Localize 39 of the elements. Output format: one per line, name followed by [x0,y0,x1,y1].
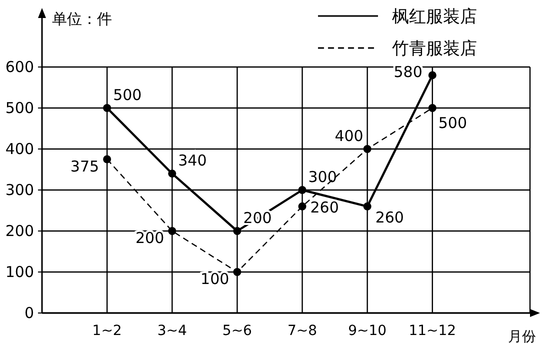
data-label: 340 [178,152,207,170]
data-label: 200 [135,229,164,247]
y-tick-label: 200 [5,222,34,240]
x-tick-label: 11~12 [408,323,456,339]
x-tick-label: 5~6 [222,323,252,339]
point [428,71,436,80]
y-tick-label: 400 [5,140,34,158]
x-tick-label: 9~10 [348,323,387,339]
point [168,170,176,178]
point [103,155,112,164]
y-tick-label: 600 [5,58,34,76]
point [298,202,306,210]
data-label: 400 [334,127,364,145]
y-tick-label: 100 [5,263,34,281]
data-label: 260 [375,208,404,226]
data-label: 100 [200,270,230,288]
point [428,104,436,112]
x-tick-label: 7~8 [287,323,318,339]
y-tick-label: 500 [5,99,34,117]
data-label: 260 [310,198,339,216]
point [233,268,242,276]
data-label: 300 [308,168,337,186]
point [168,227,176,235]
x-tick-label: 1~2 [92,323,122,339]
point [233,227,242,235]
data-label: 375 [70,157,100,176]
legend-label: 竹青服装店 [392,39,477,59]
point [363,145,372,153]
legend-label: 枫红服装店 [392,7,477,27]
x-tick-label: 3~4 [157,323,187,339]
point [363,202,372,210]
y-tick-label: 0 [24,304,34,322]
x-axis-title: 月份 [508,329,536,343]
point [103,104,112,112]
y-tick-label: 300 [5,181,34,199]
point [298,186,306,194]
data-label: 500 [438,114,468,132]
data-label: 500 [113,86,142,104]
y-axis-title: 单位：件 [52,10,112,28]
